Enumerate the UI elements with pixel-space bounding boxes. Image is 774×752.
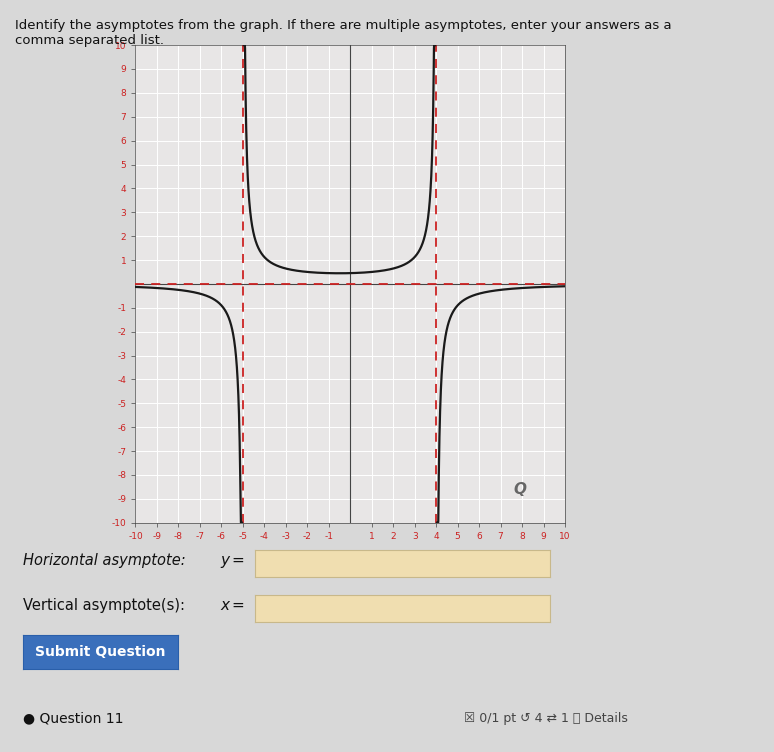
Text: ☒ 0/1 pt ↺ 4 ⇄ 1 ⓘ Details: ☒ 0/1 pt ↺ 4 ⇄ 1 ⓘ Details bbox=[464, 712, 628, 725]
Text: Identify the asymptotes from the graph. If there are multiple asymptotes, enter : Identify the asymptotes from the graph. … bbox=[15, 19, 672, 32]
Text: x =: x = bbox=[221, 598, 245, 613]
Text: comma separated list.: comma separated list. bbox=[15, 34, 165, 47]
Text: Submit Question: Submit Question bbox=[36, 645, 166, 660]
Text: Vertical asymptote(s):: Vertical asymptote(s): bbox=[23, 598, 185, 613]
Text: y =: y = bbox=[221, 553, 245, 568]
Text: Horizontal asymptote:: Horizontal asymptote: bbox=[23, 553, 186, 568]
Text: ● Question 11: ● Question 11 bbox=[23, 711, 124, 725]
Text: Q: Q bbox=[513, 482, 526, 497]
